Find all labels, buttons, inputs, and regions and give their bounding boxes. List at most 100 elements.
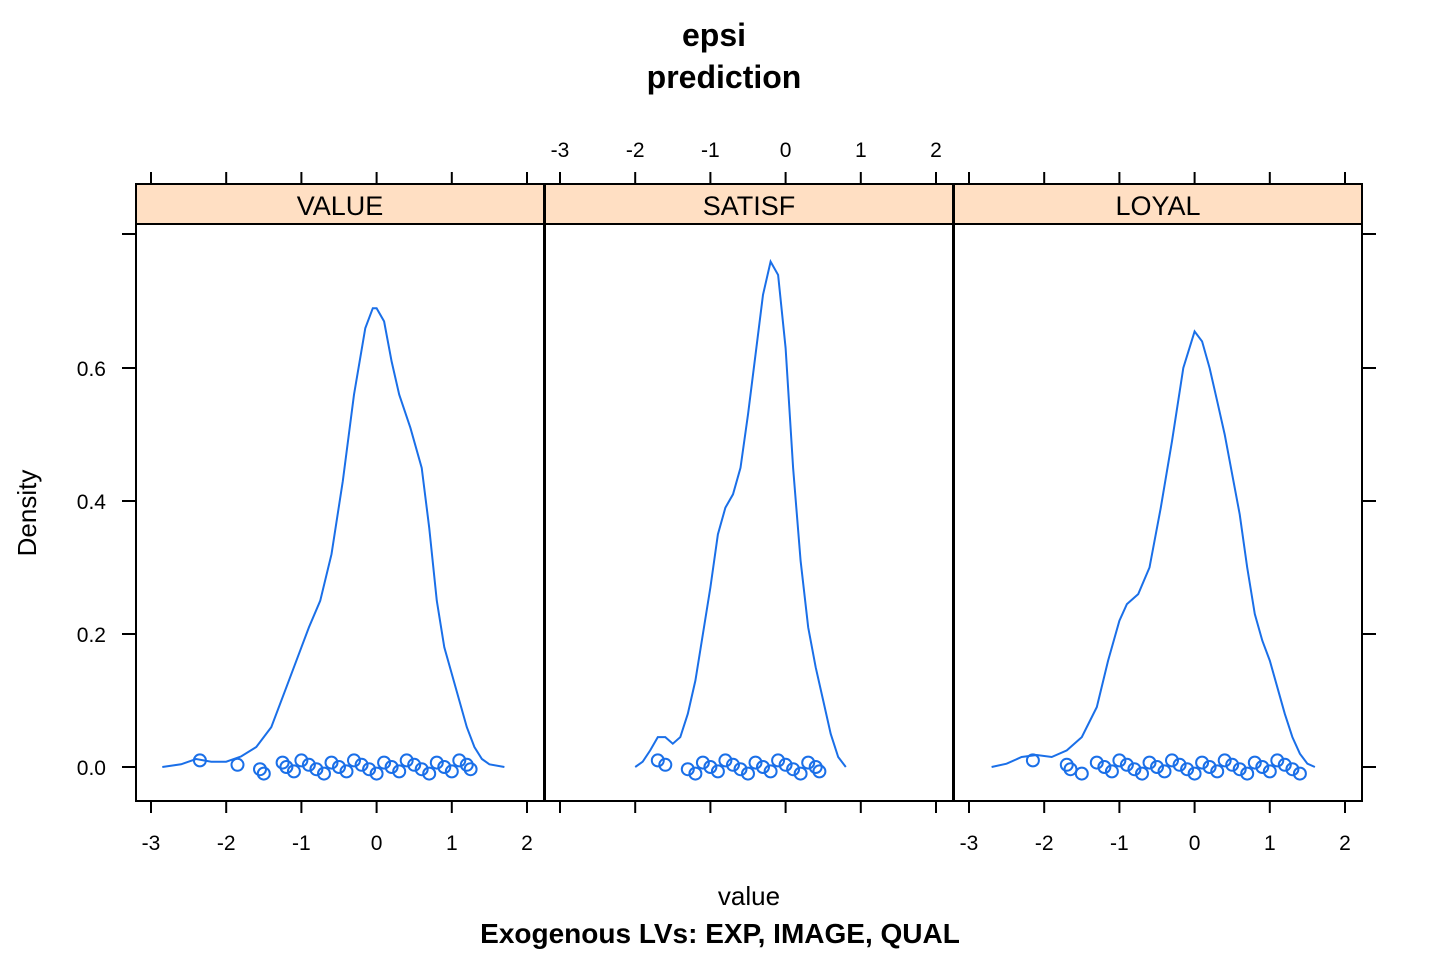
x-tick-label-bottom: -2 (217, 832, 236, 855)
data-point (1165, 753, 1179, 768)
data-point (1285, 762, 1300, 777)
panel-frame-loyal (953, 223, 1363, 802)
data-point (1225, 757, 1240, 772)
data-point (279, 760, 294, 774)
data-point (1217, 753, 1232, 768)
data-point (1232, 762, 1247, 777)
x-tick-label-bottom: 1 (446, 832, 458, 855)
x-tick-label-bottom: -3 (142, 832, 161, 855)
data-point (192, 753, 207, 768)
panel-frame-value (135, 223, 545, 802)
density-curve-loyal (991, 329, 1316, 768)
data-point (422, 766, 437, 781)
data-point (1112, 753, 1127, 768)
data-point (377, 755, 392, 770)
data-point (429, 755, 444, 770)
data-point (771, 753, 786, 768)
strip-label-satisf: SATISF (703, 191, 796, 221)
y-tick-label: 0.0 (77, 757, 106, 780)
data-point (384, 760, 399, 774)
x-tick-label-bottom: -1 (1110, 832, 1129, 855)
data-point (1247, 755, 1262, 770)
data-point (1097, 760, 1112, 774)
data-point (1127, 762, 1142, 777)
y-tick-label: 0.2 (77, 624, 106, 647)
x-tick-label-top: 1 (855, 139, 867, 162)
density-curve-value (162, 307, 505, 768)
x-tick-label-bottom: 2 (1339, 832, 1351, 855)
x-tick-label-bottom: -3 (960, 832, 979, 855)
data-point (275, 755, 290, 770)
x-axis-label: value (718, 881, 780, 911)
x-tick-label-top: -3 (551, 139, 570, 162)
strip-loyal (953, 183, 1363, 225)
data-point (793, 766, 808, 781)
data-point (332, 760, 346, 774)
data-point (1172, 757, 1187, 772)
data-point (256, 766, 271, 781)
data-point (808, 760, 823, 774)
data-point (756, 760, 770, 774)
data-point (650, 753, 665, 768)
data-point (1187, 766, 1202, 781)
data-point (1195, 755, 1210, 770)
data-point (1135, 766, 1149, 781)
strip-satisf (544, 183, 954, 225)
x-tick-label-top: -2 (626, 139, 645, 162)
data-point (778, 757, 793, 772)
y-axis-label: Density (12, 470, 42, 557)
data-point (324, 755, 339, 770)
x-tick-label-bottom: 1 (1264, 832, 1276, 855)
data-point (763, 764, 778, 779)
x-tick-label-top: 2 (930, 139, 942, 162)
data-point (1025, 753, 1040, 768)
data-point (444, 764, 459, 779)
data-point (414, 762, 429, 777)
data-point (688, 766, 703, 781)
data-point (1180, 762, 1195, 777)
panels-group: VALUE -3 -2 -1 0 1 2 SATISF -3 -2 -1 0 1 2 LOYAL -3 -2 -1… (77, 139, 1376, 855)
data-point (741, 766, 755, 781)
data-point (680, 762, 695, 777)
data-point (1150, 760, 1164, 774)
data-point (703, 760, 718, 774)
data-point (369, 766, 384, 781)
data-point (1262, 764, 1277, 779)
data-point (354, 757, 369, 772)
data-point (710, 764, 725, 779)
data-point (1104, 764, 1119, 779)
data-point (786, 762, 801, 777)
data-point (230, 757, 245, 772)
data-point (718, 753, 733, 768)
y-tick-label: 0.6 (77, 358, 106, 381)
data-point (309, 762, 324, 777)
data-point (801, 755, 816, 770)
data-point (253, 762, 267, 777)
x-tick-label-bottom: 2 (521, 832, 533, 855)
chart-title: epsi (682, 17, 746, 53)
panel-frame-satisf (544, 223, 954, 802)
data-point (1292, 766, 1307, 781)
data-point (1142, 755, 1157, 770)
data-point (1277, 757, 1292, 772)
density-curve-satisf (634, 258, 847, 768)
data-point (452, 753, 467, 768)
data-point (407, 757, 422, 772)
data-point (286, 764, 301, 779)
data-point (748, 755, 763, 770)
data-point (1157, 764, 1172, 779)
data-point (695, 755, 710, 770)
data-point (392, 764, 407, 779)
data-point (1270, 753, 1285, 768)
data-point (347, 753, 361, 768)
strip-value (135, 183, 545, 225)
data-point (463, 762, 478, 777)
data-point (1255, 760, 1270, 774)
data-point (294, 753, 309, 768)
strip-label-loyal: LOYAL (1115, 191, 1200, 221)
data-point (399, 753, 414, 768)
sub-caption: Exogenous LVs: EXP, IMAGE, QUAL (480, 918, 960, 949)
x-tick-label-bottom: -2 (1035, 832, 1054, 855)
data-point (812, 764, 827, 779)
data-point (733, 762, 748, 777)
